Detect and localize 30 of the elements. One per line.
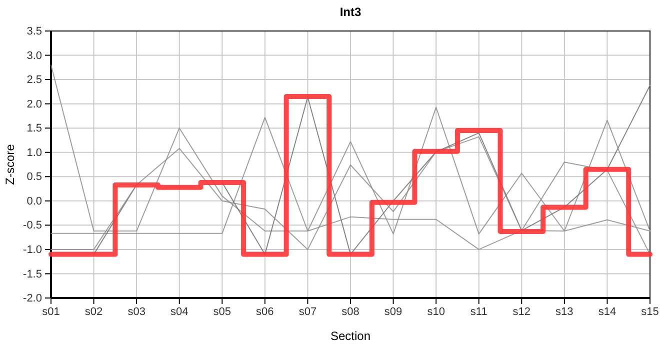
y-tick-label: 0.0 (26, 195, 42, 208)
y-tick-label: -0.5 (23, 220, 42, 232)
x-tick-label: s12 (512, 306, 531, 318)
y-tick-label: 3.5 (26, 26, 42, 38)
x-tick-label: s04 (170, 306, 188, 318)
y-tick-label: 2.5 (26, 74, 42, 86)
y-tick-label: 3.0 (26, 50, 42, 62)
x-axis-title: Section (330, 329, 371, 343)
x-tick-label: s10 (427, 306, 445, 318)
x-tick-label: s15 (641, 306, 659, 318)
x-tick-label: s06 (256, 306, 274, 318)
x-tick-label: s01 (42, 306, 60, 318)
x-tick-label: s13 (556, 306, 574, 318)
y-tick-label: 1.0 (26, 146, 42, 159)
x-tick-label: s02 (84, 306, 103, 318)
y-tick-label: -1.0 (23, 244, 42, 256)
x-tick-label: s14 (598, 306, 616, 318)
y-tick-label: 2.0 (26, 98, 42, 110)
x-tick-label: s09 (384, 306, 402, 318)
x-tick-label: s08 (342, 306, 360, 318)
x-tick-label: s07 (298, 306, 317, 318)
y-tick-label: 1.5 (26, 122, 42, 135)
x-tick-label: s03 (128, 306, 146, 318)
x-tick-label: s11 (470, 306, 488, 318)
x-tick-label: s05 (213, 306, 232, 318)
chart-title: Int3 (340, 5, 362, 19)
y-tick-label: 0.5 (26, 171, 42, 184)
y-tick-label: -2.0 (23, 292, 42, 305)
y-axis-title: Z-score (3, 144, 17, 185)
y-tick-label: -1.5 (23, 268, 42, 280)
